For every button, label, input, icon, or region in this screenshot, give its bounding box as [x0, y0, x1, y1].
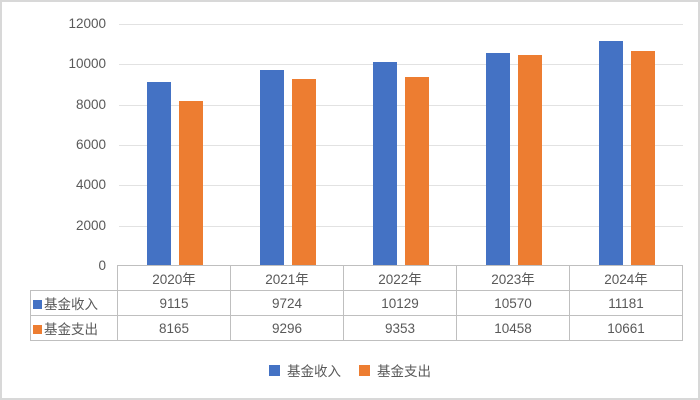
table-row-基金收入: 基金收入 9115 9724 10129 10570 11181: [30, 290, 683, 316]
bar-group-2022年: [345, 24, 458, 266]
bar-group-2021年: [232, 24, 345, 266]
y-axis-label: 4000: [75, 177, 106, 193]
table-category-header: 2022年: [343, 265, 457, 291]
legend: 基金收入 基金支出: [2, 360, 698, 380]
gridline: [119, 185, 683, 187]
table-corner-cell: [31, 266, 118, 291]
table-value-cell: 9353: [343, 315, 457, 341]
table-value-cell: 10570: [456, 290, 570, 316]
y-axis-label: 12000: [68, 16, 106, 31]
table-value-cell: 8165: [117, 315, 231, 341]
legend-label-expense: 基金支出: [377, 364, 431, 379]
table-value-cell: 9115: [117, 290, 231, 316]
data-table: 2020年 2021年 2022年 2023年 2024年 基金收入 9115 9724 101…: [30, 265, 683, 341]
table-header-row: 2020年 2021年 2022年 2023年 2024年: [31, 265, 683, 291]
gridline: [119, 104, 683, 106]
series-key-swatch: [33, 324, 42, 334]
table-category-header: 2023年: [456, 265, 570, 291]
bar-group-2020年: [119, 24, 232, 266]
table-body: 2020年 2021年 2022年 2023年 2024年 基金收入 9115 9724 101…: [30, 265, 683, 341]
gridline: [119, 64, 683, 66]
table-category-header: 2021年: [230, 265, 344, 291]
bar-基金支出-2021年: [292, 78, 317, 266]
table-category-header: 2020年: [117, 265, 231, 291]
table-value-cell: 10661: [569, 315, 683, 341]
table-series-label: 基金收入: [30, 290, 118, 316]
legend-swatch-income: [269, 364, 280, 376]
table-category-header: 2024年: [569, 265, 683, 291]
legend-swatch-expense: [359, 364, 370, 376]
bar-基金收入-2020年: [147, 82, 172, 266]
bar-group-2024年: [570, 24, 683, 266]
gridline: [119, 225, 683, 227]
bar-基金支出-2020年: [179, 101, 204, 266]
table-value-cell: 10458: [456, 315, 570, 341]
table-series-label: 基金支出: [30, 315, 118, 341]
y-axis-label: 6000: [75, 137, 106, 152]
bar-基金支出-2022年: [404, 77, 429, 266]
bar-基金支出-2024年: [630, 51, 655, 266]
table-value-cell: 9296: [230, 315, 344, 341]
table-value-cell: 10129: [343, 290, 457, 316]
gridline: [119, 24, 683, 25]
bar-基金收入-2021年: [260, 69, 285, 266]
bar-基金支出-2023年: [517, 55, 542, 266]
legend-item-income: 基金收入: [269, 360, 341, 380]
bar-基金收入-2023年: [485, 52, 510, 266]
y-axis: 0 2000 4000 6000 8000 10000 12000: [2, 17, 106, 273]
legend-label-income: 基金收入: [287, 364, 341, 379]
y-axis-label: 0: [98, 258, 106, 273]
series-key-swatch: [33, 299, 42, 309]
y-axis-label: 2000: [75, 217, 106, 233]
table-row-基金支出: 基金支出 8165 9296 9353 10458 10661: [30, 315, 683, 341]
plot-area: [119, 24, 683, 266]
bar-group-2023年: [457, 24, 570, 266]
table-value-cell: 9724: [230, 290, 344, 316]
y-axis-label: 10000: [68, 56, 106, 72]
bar-基金收入-2022年: [372, 61, 397, 266]
y-axis-label: 8000: [75, 96, 106, 112]
legend-item-expense: 基金支出: [359, 360, 431, 380]
gridline: [119, 145, 683, 146]
table-value-cell: 11181: [569, 290, 683, 316]
bar-基金收入-2024年: [598, 40, 623, 266]
